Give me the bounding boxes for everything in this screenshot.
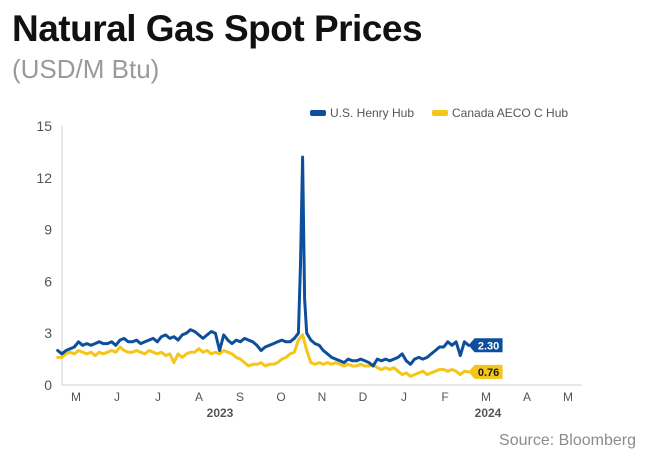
y-tick-label: 15 (36, 118, 52, 134)
x-tick-label: J (401, 390, 407, 404)
chart-title: Natural Gas Spot Prices (12, 8, 423, 49)
x-tick-label: M (563, 390, 573, 404)
series-line (56, 155, 471, 368)
legend-item: U.S. Henry Hub (310, 106, 414, 120)
source-note: Source: Bloomberg (499, 432, 636, 449)
y-tick-label: 0 (44, 377, 52, 393)
x-axis-labels: M J J A S O N D J F M A M 2023 2024 (71, 390, 573, 420)
legend-item: Canada AECO C Hub (432, 106, 568, 120)
end-value-tag: 0.76 (468, 364, 503, 379)
end-value-tag-bg (468, 338, 503, 353)
y-tick-label: 3 (44, 325, 52, 341)
x-tick-label: F (441, 390, 448, 404)
end-labels: 2.30 0.76 (468, 338, 503, 379)
x-tick-label: M (481, 390, 491, 404)
x-tick-label: D (359, 390, 368, 404)
chart-subtitle: (USD/M Btu) (12, 54, 160, 84)
y-tick-label: 6 (44, 273, 52, 289)
x-tick-label: J (155, 390, 161, 404)
end-value-text: 0.76 (478, 367, 499, 379)
legend-label: Canada AECO C Hub (452, 106, 568, 120)
end-value-tag: 2.30 (468, 338, 503, 353)
x-tick-label: J (114, 390, 120, 404)
series-lines (56, 155, 471, 378)
end-value-text: 2.30 (478, 340, 499, 352)
end-value-tag-bg (468, 364, 503, 379)
x-tick-label: M (71, 390, 81, 404)
series-line (56, 333, 471, 378)
x-tick-label: S (236, 390, 244, 404)
year-label: 2023 (207, 406, 234, 420)
x-tick-label: A (523, 390, 531, 404)
legend-label: U.S. Henry Hub (330, 106, 414, 120)
y-tick-label: 12 (36, 170, 52, 186)
x-tick-label: N (318, 390, 327, 404)
legend-swatch (432, 110, 448, 116)
y-axis-labels: 0 3 6 9 12 15 (36, 118, 52, 393)
x-tick-label: A (195, 390, 203, 404)
x-tick-label: O (276, 390, 285, 404)
y-tick-label: 9 (44, 222, 52, 238)
year-label: 2024 (475, 406, 502, 420)
axes (61, 126, 582, 386)
legend: U.S. Henry Hub Canada AECO C Hub (310, 106, 568, 120)
legend-swatch (310, 110, 326, 116)
